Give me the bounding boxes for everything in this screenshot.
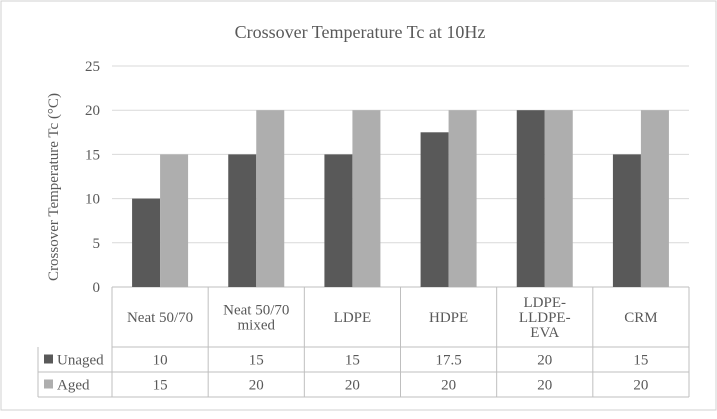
bar-unaged — [132, 198, 161, 287]
data-label: 10 — [153, 353, 168, 369]
y-tick-label: 15 — [85, 147, 100, 163]
data-label: 20 — [633, 378, 648, 394]
chart-title: Crossover Temperature Tc at 10Hz — [235, 22, 486, 42]
data-label: 20 — [345, 378, 360, 394]
bar-unaged — [420, 132, 449, 287]
y-tick-label: 0 — [93, 280, 101, 296]
category-label: mixed — [238, 318, 276, 334]
category-label: HDPE — [429, 310, 468, 326]
data-label: 15 — [633, 353, 648, 369]
data-label: 15 — [153, 378, 168, 394]
legend-key-aged — [44, 379, 53, 389]
y-tick-label: 10 — [85, 192, 100, 208]
category-label: LDPE — [334, 310, 372, 326]
bar-unaged — [612, 154, 641, 287]
category-label: LLDPE- — [519, 310, 571, 326]
data-label: 20 — [441, 378, 456, 394]
data-label: 20 — [537, 353, 552, 369]
y-tick-label: 25 — [85, 59, 100, 75]
category-label: EVA — [530, 325, 559, 341]
bar-aged — [160, 154, 189, 287]
data-label: 15 — [345, 353, 360, 369]
y-axis-label: Crossover Temperature Tc (°C) — [46, 93, 62, 281]
bar-unaged — [516, 110, 545, 287]
bar-unaged — [324, 154, 353, 287]
y-tick-label: 5 — [93, 236, 101, 252]
bar-aged — [448, 110, 477, 287]
bar-aged — [352, 110, 381, 287]
data-label: 20 — [537, 378, 552, 394]
bar-aged — [256, 110, 285, 287]
category-label: LDPE- — [524, 295, 567, 311]
data-label: 17.5 — [435, 353, 461, 369]
category-label: CRM — [624, 310, 657, 326]
series-name: Aged — [57, 378, 90, 394]
legend-key-unaged — [44, 354, 53, 364]
data-label: 15 — [249, 353, 264, 369]
bars — [132, 110, 669, 287]
category-label: Neat 50/70 — [223, 303, 289, 319]
y-tick-label: 20 — [85, 103, 100, 119]
bar-aged — [544, 110, 573, 287]
data-label: 20 — [249, 378, 264, 394]
y-tick-labels: 0 5 10 15 20 25 — [85, 59, 100, 296]
series-name: Unaged — [57, 353, 104, 369]
bar-aged — [640, 110, 669, 287]
category-label: Neat 50/70 — [127, 310, 193, 326]
bar-unaged — [228, 154, 257, 287]
